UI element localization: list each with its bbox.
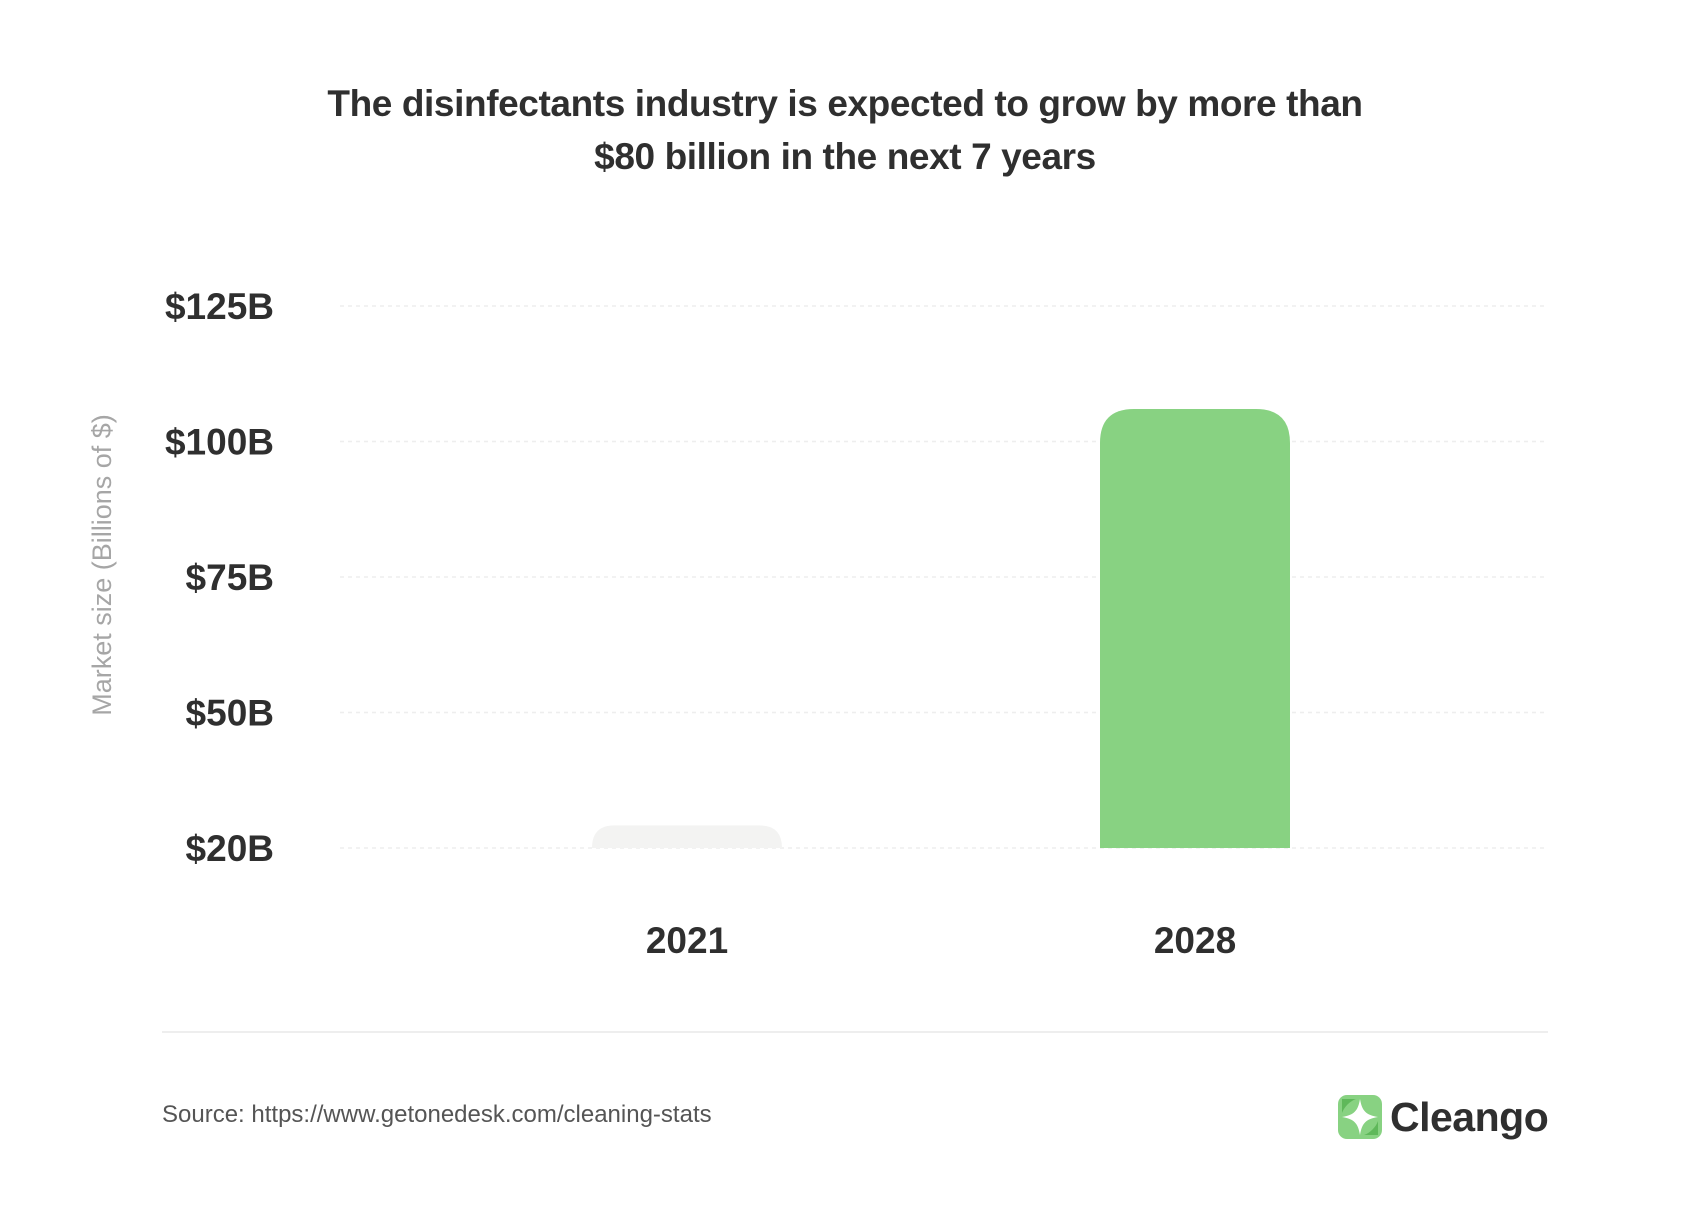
y-tick-label: $50B (186, 693, 274, 734)
y-tick-label: $75B (186, 557, 274, 598)
chart-title-line-1: The disinfectants industry is expected t… (327, 83, 1363, 124)
x-axis-ticks: 2021 2028 (646, 920, 1236, 961)
bars (592, 408, 1290, 848)
chart-title-line-2: $80 billion in the next 7 years (594, 136, 1096, 177)
cleango-logo-icon (1338, 1095, 1382, 1139)
x-tick-label: 2021 (646, 920, 728, 961)
y-axis-label: Market size (Billions of $) (87, 414, 117, 716)
x-tick-label: 2028 (1154, 920, 1236, 961)
brand-name: Cleango (1390, 1093, 1549, 1140)
y-axis-ticks: $20B $50B $75B $100B $125B (165, 286, 274, 869)
bar-2028 (1100, 408, 1290, 848)
y-tick-label: $100B (165, 422, 274, 463)
y-tick-label: $20B (186, 828, 274, 869)
y-tick-label: $125B (165, 286, 274, 327)
brand-logo: Cleango (1338, 1092, 1549, 1142)
grid-lines (340, 305, 1548, 849)
source-note: Source: https://www.getonedesk.com/clean… (162, 1101, 712, 1128)
bar-2021 (592, 825, 782, 848)
